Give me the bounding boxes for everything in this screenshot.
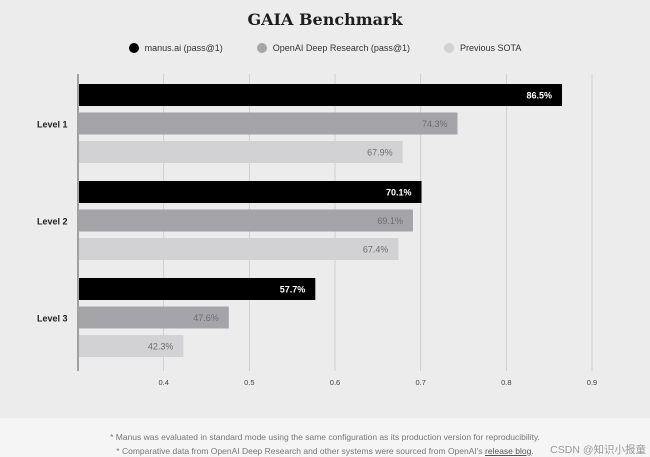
watermark: CSDN @知识小报童 (550, 444, 646, 456)
category-label: Level 3 (37, 314, 68, 324)
legend-swatch-sota (444, 43, 454, 53)
bar-openai (79, 209, 413, 232)
bar-value-label: 57.7% (280, 285, 306, 295)
bar-value-label: 74.3% (422, 119, 448, 129)
bar-manus (79, 278, 316, 300)
legend-label-manus: manus.ai (pass@1) (144, 43, 223, 53)
bar-value-label: 42.3% (148, 342, 174, 352)
x-tick-label: 0.4 (158, 378, 168, 387)
legend: manus.ai (pass@1) OpenAI Deep Research (… (0, 43, 650, 53)
category-label: Level 2 (37, 217, 68, 227)
bar-value-label: 47.6% (193, 313, 219, 323)
bar-manus (79, 84, 563, 106)
bar-manus (79, 181, 422, 203)
x-tick-label: 0.6 (330, 378, 340, 387)
plot-area: 0.4 0.5 0.6 0.7 0.8 0.9 Level 1 86.5% 74.3% 67.9%… (37, 74, 597, 387)
bar-value-label: 86.5% (526, 91, 552, 101)
legend-swatch-openai (256, 43, 267, 53)
footnote-2-text: * Comparative data from OpenAI Deep Rese… (116, 446, 486, 456)
legend-item-manus: manus.ai (pass@1) (128, 43, 223, 53)
x-tick-label: 0.9 (587, 378, 597, 387)
bar-openai (79, 306, 229, 329)
legend-item-sota: Previous SOTA (444, 43, 521, 53)
x-tick-label: 0.5 (244, 378, 254, 387)
bar-value-label: 69.1% (377, 216, 403, 226)
legend-label-sota: Previous SOTA (460, 43, 522, 53)
legend-label-openai: OpenAI Deep Research (pass@1) (272, 43, 410, 53)
bar-openai (79, 112, 458, 135)
x-tick-label: 0.8 (501, 378, 511, 387)
footer: * Manus was evaluated in standard mode u… (0, 418, 650, 457)
bar-sota (79, 141, 403, 163)
legend-swatch-manus (128, 43, 139, 53)
bar-sota (79, 238, 399, 260)
legend-item-openai: OpenAI Deep Research (pass@1) (256, 43, 410, 53)
category-label: Level 1 (37, 120, 68, 130)
chart-title: GAIA Benchmark (247, 10, 403, 29)
release-blog-link[interactable]: release blog (485, 446, 532, 456)
bar-value-label: 67.4% (363, 245, 389, 255)
footnote-2-suffix: . (531, 446, 534, 456)
footnote-2: * Comparative data from OpenAI Deep Rese… (0, 446, 650, 456)
chart-area: GAIA Benchmark manus.ai (pass@1) OpenAI … (0, 10, 650, 387)
bar-value-label: 67.9% (367, 148, 393, 158)
bar-value-label: 70.1% (386, 188, 412, 198)
footnote-1: * Manus was evaluated in standard mode u… (110, 432, 540, 442)
bar-sota (79, 335, 184, 357)
x-tick-label: 0.7 (415, 378, 425, 387)
